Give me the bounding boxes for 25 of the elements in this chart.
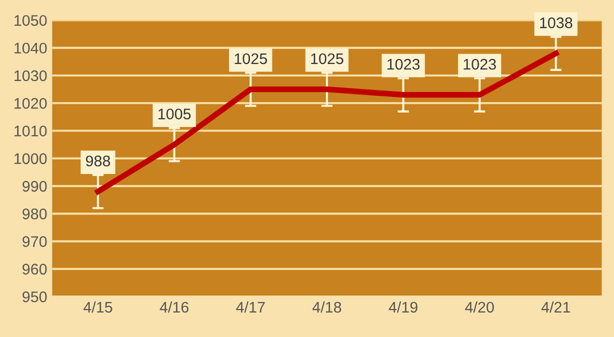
y-tick-label: 1050: [14, 15, 47, 26]
x-tick-label: 4/18: [312, 301, 342, 313]
y-tick-label: 950: [22, 291, 47, 302]
y-tick-label: 1030: [14, 70, 47, 82]
y-tick-label: 1040: [14, 42, 47, 54]
data-label: 1025: [311, 53, 344, 64]
y-tick-label: 1000: [14, 153, 47, 164]
x-tick-label: 4/17: [236, 301, 265, 313]
y-tick-label: 1010: [14, 126, 47, 136]
y-tick-label: 970: [22, 236, 47, 247]
data-label: 1038: [540, 17, 572, 28]
y-tick-label: 960: [22, 264, 47, 275]
y-tick-label: 990: [22, 180, 47, 192]
x-tick-label: 4/20: [465, 301, 494, 313]
data-label: 1023: [387, 58, 420, 70]
y-tick-label: 980: [22, 208, 47, 220]
data-label: 988: [86, 156, 110, 166]
y-tick-label: 1020: [14, 98, 47, 109]
x-tick-label: 4/19: [388, 301, 418, 313]
x-tick-label: 4/16: [160, 301, 189, 313]
data-label: 1025: [234, 53, 267, 64]
data-label: 1023: [464, 58, 496, 70]
data-label: 1005: [158, 108, 191, 120]
x-tick-label: 4/21: [541, 301, 570, 313]
x-tick-label: 4/15: [83, 301, 112, 313]
